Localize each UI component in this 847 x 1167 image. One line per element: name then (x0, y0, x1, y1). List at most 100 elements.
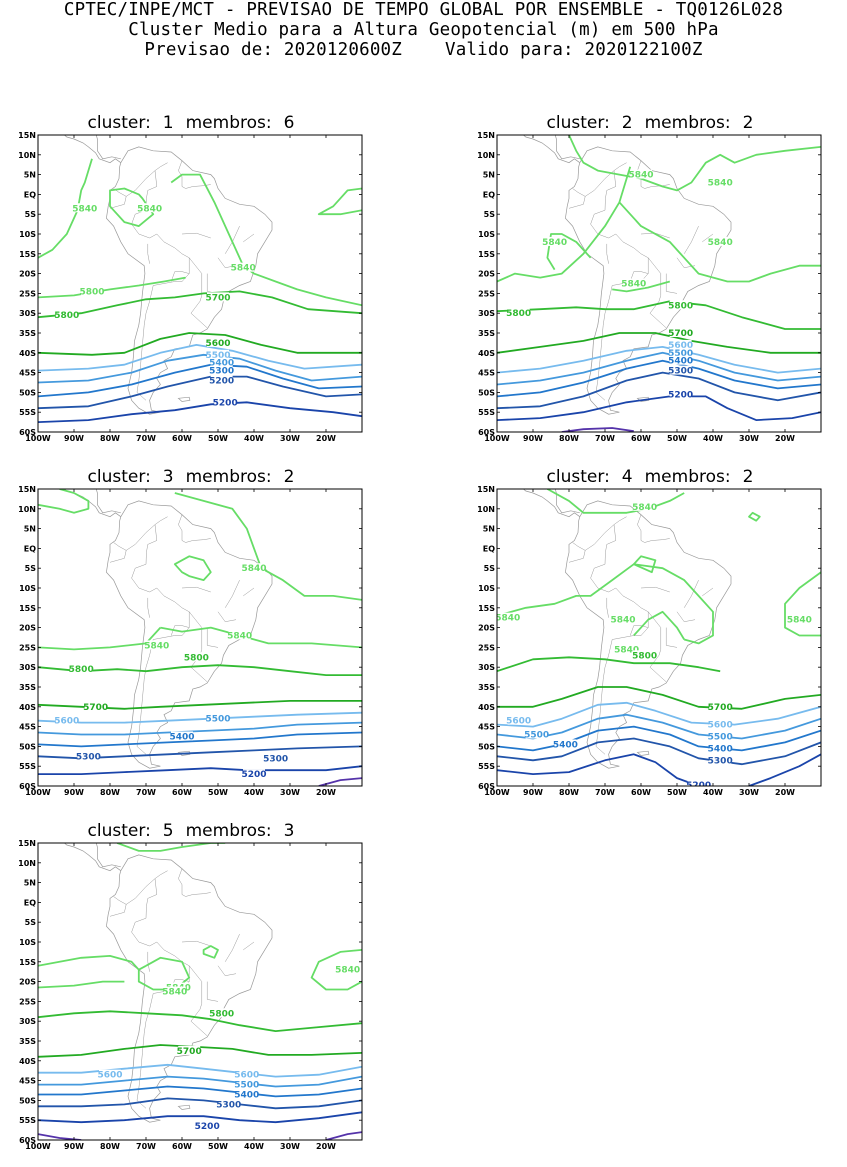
contour-5840 (568, 135, 821, 192)
lat-label: 20S (478, 624, 495, 633)
contour-label-bg (77, 751, 100, 761)
country-border (224, 579, 240, 608)
lon-label: 90W (64, 788, 84, 797)
map-panel-cluster-3: cluster: 3 membros: 2 5840 5840 5840 5800 5800 57… (8, 467, 374, 813)
contour-label: 5840 (614, 645, 639, 655)
contour-label: 5840 (708, 238, 733, 248)
lat-label: 60S (19, 1136, 36, 1145)
lat-label: 15S (19, 958, 36, 967)
lon-label: 70W (595, 434, 615, 443)
contour-label-bg (232, 262, 255, 272)
lat-label: 10S (19, 938, 36, 947)
contour-5700 (497, 686, 821, 710)
contour-label: 5840 (144, 641, 169, 651)
lon-label: 100W (484, 434, 510, 443)
lon-label: 80W (100, 434, 120, 443)
country-border (206, 627, 219, 648)
contour-label: 5300 (76, 752, 101, 762)
contour-label-bg (243, 563, 265, 573)
members-count: 6 (283, 113, 295, 133)
contour-low (325, 1131, 362, 1140)
lat-label: 5S (484, 564, 496, 573)
contour-label: 5700 (205, 293, 230, 303)
lat-label: 15N (18, 839, 36, 848)
lat-label: 20S (478, 270, 495, 279)
contour-label: 5600 (205, 339, 230, 349)
contour-label: 5800 (632, 651, 657, 661)
country-border (595, 285, 613, 401)
lat-label: 30S (478, 663, 495, 672)
contour-5840 (546, 233, 592, 271)
map-frame (496, 488, 822, 787)
contour-label-bg (171, 731, 193, 741)
map-panel-cluster-2: cluster: 2 membros: 2 5840 5840 5840 5840 5840 58… (467, 113, 833, 459)
lat-label: 5S (25, 918, 37, 927)
contour-label: 5400 (668, 357, 693, 367)
lat-label: 55S (19, 408, 36, 417)
country-border (606, 597, 609, 618)
contour-5700 (38, 332, 362, 356)
contour-label-bg (185, 652, 208, 662)
country-border (683, 579, 699, 608)
contour-5300 (38, 1097, 362, 1110)
lat-label: 15N (477, 485, 495, 494)
lat-label: 10S (19, 584, 36, 593)
coastline (636, 750, 650, 756)
lat-label: 30S (478, 309, 495, 318)
map-svg: 5840 5840 5840 5800 5800 5700 5600 5500 5400 5300… (18, 485, 363, 797)
contour-label: 5500 (668, 349, 693, 359)
country-border (568, 188, 586, 209)
lat-label: 25S (19, 997, 36, 1006)
lat-label: 10N (18, 859, 36, 868)
cluster-number: 4 (621, 467, 633, 487)
contour-label-bg (207, 349, 229, 359)
lat-label: 20S (19, 270, 36, 279)
country-border (640, 586, 670, 593)
lat-label: 10S (19, 230, 36, 239)
country-border (189, 965, 208, 1037)
cluster-number: 2 (621, 113, 633, 133)
country-border (178, 514, 211, 543)
lat-label: 40S (478, 349, 495, 358)
contour-5840 (618, 201, 821, 283)
contour-label-bg (630, 169, 652, 179)
members-count: 3 (283, 821, 295, 841)
country-border (629, 271, 649, 282)
contour-5300 (497, 371, 821, 410)
lon-label: 60W (172, 434, 192, 443)
cluster-label: cluster: (546, 113, 610, 133)
contour-label-bg (554, 739, 577, 749)
country-border (676, 611, 696, 622)
map-panel-cluster-4: cluster: 4 membros: 2 5840 5840 5840 5840 5840 58… (467, 467, 833, 813)
contour-label-bg (669, 355, 692, 365)
lat-label: EQ (483, 544, 495, 553)
coastline (63, 135, 122, 164)
map-frame (37, 842, 363, 1141)
contour-label: 5300 (668, 367, 693, 377)
lat-label: 45S (478, 723, 495, 732)
lat-label: 60S (19, 782, 36, 791)
map-panel-cluster-1: cluster: 1 membros: 6 5840 5840 5840 5800 5800 57… (8, 113, 374, 459)
contour-label-bg (210, 365, 233, 375)
lat-label: 35S (478, 329, 495, 338)
lon-label: 40W (244, 788, 264, 797)
country-border (126, 170, 156, 197)
map-frame (37, 488, 363, 787)
contour-5400 (38, 731, 362, 748)
contour-5200 (38, 1111, 362, 1124)
lon-label: 90W (523, 788, 543, 797)
contour-label-bg (497, 612, 519, 622)
lat-label: 15N (18, 485, 36, 494)
country-border (153, 233, 190, 286)
contour-5200 (38, 765, 362, 775)
country-border (224, 933, 240, 962)
country-border (126, 524, 156, 551)
contour-5840 (633, 610, 685, 640)
contour-label-bg (207, 337, 229, 347)
contour-label-bg (709, 719, 732, 729)
contour-label: 5300 (263, 754, 288, 764)
coastline (565, 500, 732, 769)
lat-label: 10N (18, 505, 36, 514)
lon-label: 100W (25, 1142, 51, 1151)
lat-label: 45S (478, 369, 495, 378)
